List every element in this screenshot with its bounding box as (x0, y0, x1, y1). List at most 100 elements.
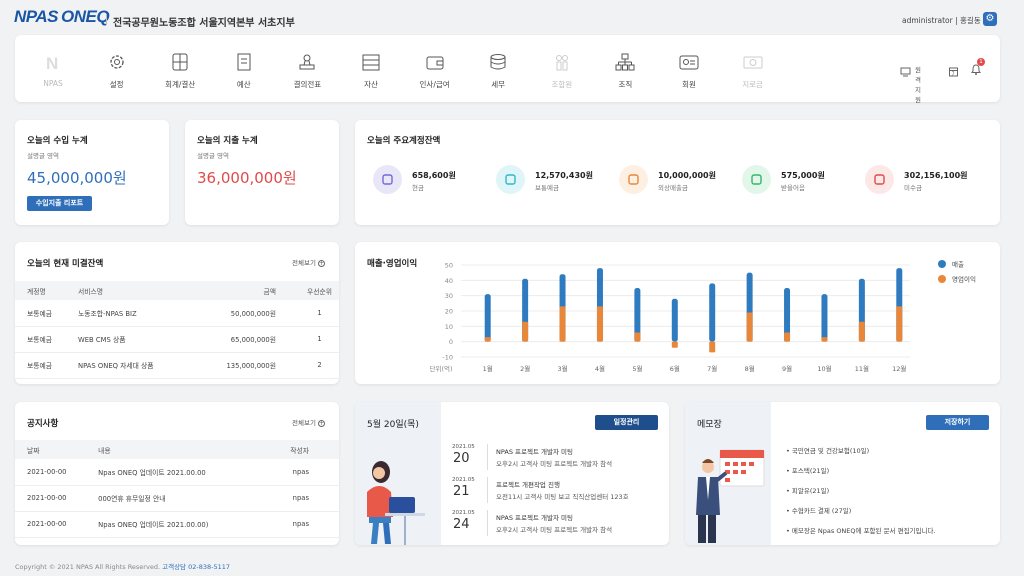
table-cell: NPAS ONEQ 자세대 상품 (66, 352, 187, 379)
calendar-icon[interactable]: 7 (948, 62, 959, 81)
menu-item-11[interactable]: 회원 (661, 53, 717, 90)
bar-profit (484, 337, 491, 342)
user-info[interactable]: administrator | 홍길동 (902, 16, 981, 25)
y-tick-label: 20 (445, 308, 453, 316)
schedule-divider (487, 510, 488, 536)
table-row[interactable]: 보통예금 WEB CMS 상품 65,000,000원 1 (15, 326, 339, 353)
coins-icon (490, 54, 506, 70)
balance-value: 302,156,100원 (904, 171, 968, 180)
y-tick-label: 50 (445, 262, 453, 270)
notice-view-all[interactable]: 전체보기 + (292, 419, 325, 427)
bell-icon[interactable]: 1 (970, 58, 985, 80)
menu-item-label: 인사/급여 (419, 80, 450, 89)
table-cell: 50,000,000원 (186, 300, 288, 327)
outstanding-view-all[interactable]: 전체보기 + (292, 259, 325, 267)
remote-support-button[interactable]: 원격지원 (900, 62, 921, 104)
y-tick-label: 30 (445, 292, 453, 300)
table-cell: 2021-00-00 (15, 511, 87, 538)
memo-item[interactable]: • 포스텍(21일) (786, 465, 829, 475)
hand-coin-icon (742, 165, 771, 194)
table-row[interactable]: 2021-00-00 Npas ONEQ 업데이트 2021.00.00) npas (15, 511, 339, 538)
menu-item-2[interactable]: 설정 (89, 53, 145, 90)
memo-item[interactable]: • 국민연금 및 건강보험(10일) (786, 445, 869, 455)
menu-item-3[interactable]: 회계/결산 (152, 53, 208, 90)
memo-text: 피알유(21일) (791, 487, 830, 495)
income-amount: 45,000,000원 (27, 169, 127, 187)
balance-name: 미수금 (904, 184, 922, 192)
bar-profit (858, 321, 865, 342)
bullet: • (786, 447, 792, 455)
menu-item-label: 결의전표 (293, 80, 322, 89)
balance-value: 658,600원 (412, 171, 456, 180)
expense-subtitle: 설명글 영역 (197, 152, 229, 160)
top-bar: NPAS ONEQ 전국공무원노동조합 서울지역본부 서초지부 administr… (0, 0, 1024, 34)
income-report-button[interactable]: 수입지출 리포트 (27, 196, 92, 211)
table-row[interactable]: 보통예금 노동조합-NPAS BIZ 50,000,000원 1 (15, 300, 339, 327)
bar-profit (784, 332, 791, 342)
schedule-day: 21 (453, 484, 470, 499)
table-cell: 2021-00-00 (15, 459, 87, 486)
balance-value: 10,000,000원 (658, 171, 716, 180)
menu-item-label: 예산 (236, 80, 251, 89)
balance-item: 12,570,430원 보통예금 (496, 165, 606, 195)
memo-item[interactable]: • 피알유(21일) (786, 485, 829, 495)
id-card-icon (679, 55, 699, 70)
menu-item-7[interactable]: 인사/급여 (407, 53, 463, 90)
bar-profit (596, 306, 603, 342)
schedule-divider (487, 477, 488, 503)
memo-item[interactable]: • 메모장은 Npas ONEQ에 포함된 문서 편집기입니다. (786, 525, 936, 535)
table-cell: 1 (287, 300, 339, 327)
contact-link[interactable]: 고객상담 02-838-5117 (162, 563, 231, 571)
gear-icon (109, 55, 124, 69)
menu-item-10[interactable]: 조직 (597, 53, 653, 90)
legend-marker (938, 275, 946, 283)
notice-table: 날짜 내용 작성자 2021-00-00 Npas ONEQ 업데이트 2021.00… (15, 440, 339, 538)
y-tick-label: 40 (445, 277, 453, 285)
menu-item-8[interactable]: 세무 (470, 53, 526, 90)
schedule-card: 5월 20일(목) 일정관리 2021.05 20 NPAS 프로젝트 개발자 미팅… (355, 402, 669, 545)
memo-title: 메모장 (697, 420, 722, 430)
table-cell: 2021-00-00 (15, 485, 87, 512)
menu-item-4[interactable]: 예산 (216, 53, 272, 90)
menu-item-9[interactable]: 조합원 (534, 53, 590, 90)
bar-profit (896, 306, 903, 342)
table-cell: 65,000,000원 (186, 326, 288, 353)
table-row[interactable]: 2021-00-00 Npas ONEQ 업데이트 2021.00.00 npas (15, 459, 339, 486)
table-cell: WEB CMS 상품 (66, 326, 187, 353)
schedule-manage-button[interactable]: 일정관리 (595, 415, 658, 430)
menu-item-6[interactable]: 자산 (343, 53, 399, 90)
column-header: 금액 (186, 281, 288, 300)
money-icon (743, 56, 763, 69)
menu-item-label: NPAS (43, 79, 63, 88)
schedule-title[interactable]: NPAS 프로젝트 개발자 미팅 (496, 448, 573, 456)
table-row[interactable]: 2021-00-00 000연휴 휴무일정 안내 npas (15, 485, 339, 512)
unit-label: 단위(억) (429, 364, 452, 373)
logo[interactable]: NPAS ONEQ (14, 7, 110, 26)
plus-circle-icon: + (318, 420, 325, 427)
x-tick-label: 3월 (557, 364, 567, 373)
table-row[interactable]: 보통예금 NPAS ONEQ 자세대 상품 135,000,000원 2 (15, 352, 339, 379)
menu-item-1[interactable]: N NPAS (25, 53, 81, 88)
menu-item-5[interactable]: 결의전표 (279, 53, 335, 90)
table-cell: npas (255, 459, 339, 486)
bar-sales (709, 283, 716, 342)
bar-profit (821, 337, 828, 342)
cabinet-icon (362, 54, 380, 71)
income-title: 오늘의 수입 누계 (27, 136, 88, 146)
user-settings-gear-icon[interactable]: ⚙ (983, 12, 997, 26)
bar-profit (671, 341, 678, 348)
table-cell: npas (255, 511, 339, 538)
x-tick-label: 4월 (595, 364, 605, 373)
menu-item-12[interactable]: 지로금 (725, 53, 781, 90)
sales-chart-card: 매출·영업이익 -10 0 10 20 30 40 50 단위(억) 1월 2월 3월 4월 5월 6월 7… (355, 242, 1000, 384)
memo-item[interactable]: • 수협카드 결제 (27일) (786, 505, 851, 515)
column-header: 우선순위 (287, 281, 339, 300)
svg-text:7: 7 (952, 72, 955, 78)
menu-item-label: 조직 (618, 80, 633, 89)
bullet: • (786, 507, 792, 515)
memo-save-button[interactable]: 저장하기 (926, 415, 989, 430)
schedule-title[interactable]: 프로젝트 개편작업 진행 (496, 481, 560, 489)
document-icon (237, 53, 251, 71)
schedule-title[interactable]: NPAS 프로젝트 개발자 미팅 (496, 514, 573, 522)
table-cell: 000연휴 휴무일정 안내 (86, 485, 256, 512)
